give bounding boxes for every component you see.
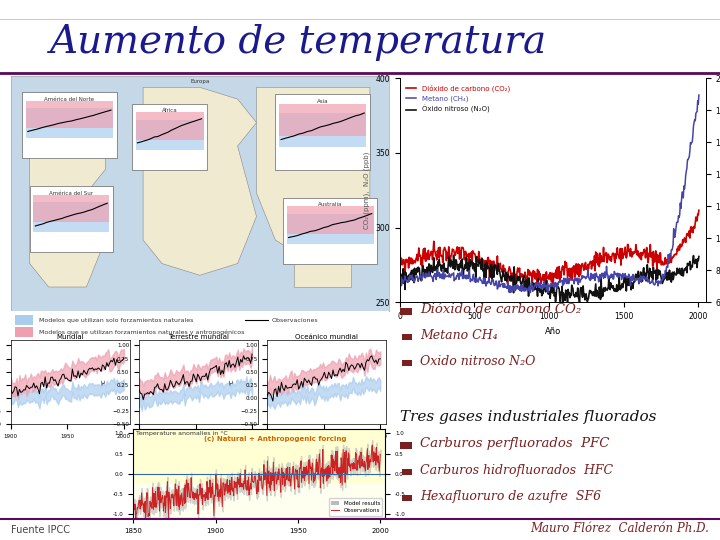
Text: Carburos hidrofluorados  HFC: Carburos hidrofluorados HFC [420,464,613,477]
Bar [34,194,109,222]
Bar [133,429,385,482]
Bar [14,327,34,337]
Dióxido de carbono (CO₂) [688,225,697,231]
Text: América del Sur: América del Sur [49,191,94,195]
Bar [287,206,374,234]
Metano (CH₄) [574,281,582,288]
Text: Oxido nitroso N₂O: Oxido nitroso N₂O [420,355,536,368]
Óxido nitroso (N₂O) [575,295,583,302]
Metano (CH₄) [642,276,650,283]
Polygon shape [143,87,256,275]
Polygon shape [30,99,105,287]
Óxido nitroso (N₂O) [688,256,697,263]
Text: Tres gases industriales fluorados: Tres gases industriales fluorados [400,410,656,424]
Dióxido de carbono (CO₂) [695,207,703,213]
Dióxido de carbono (CO₂) [642,254,650,261]
Bar [132,104,207,170]
Dióxido de carbono (CO₂) [558,264,567,271]
Metano (CH₄) [688,139,697,145]
Bar [26,109,113,138]
Text: Australia: Australia [318,202,343,207]
Óxido nitroso (N₂O) [695,253,703,260]
Text: Carburos perfluorados  PFC: Carburos perfluorados PFC [420,437,610,450]
Bar [283,198,377,264]
Dióxido de carbono (CO₂) [537,275,546,282]
X-axis label: Año: Año [544,327,561,336]
Óxido nitroso (N₂O) [538,288,546,295]
Bar [26,100,113,128]
Óxido nitroso (N₂O) [558,283,567,289]
Dióxido de carbono (CO₂) [541,282,549,289]
Polygon shape [294,252,351,287]
Metano (CH₄) [526,289,535,296]
Metano (CH₄) [540,279,549,285]
Title: Oceánico mundial: Oceánico mundial [295,334,358,340]
Bar [287,214,374,244]
Metano (CH₄) [558,277,567,284]
Text: Asia: Asia [317,99,328,104]
Óxido nitroso (N₂O) [449,252,458,259]
Metano (CH₄) [395,279,404,286]
Text: América del Norte: América del Norte [45,97,94,102]
Text: Metano CH₄: Metano CH₄ [420,329,498,342]
Text: Modelos que utilizan solo forzamientos naturales: Modelos que utilizan solo forzamientos n… [39,318,194,322]
Text: Fuente IPCC: Fuente IPCC [11,525,70,535]
Text: Dióxido de carbono CO₂: Dióxido de carbono CO₂ [420,303,582,316]
Text: Modelos que se utilizan forzamientos naturales y antropogénicos: Modelos que se utilizan forzamientos nat… [39,329,245,335]
Legend: Model results, Observations: Model results, Observations [329,498,382,516]
Title: Terrestre mundial: Terrestre mundial [168,334,229,340]
Y-axis label: CO₂ (ppm),  N₂O (ppb): CO₂ (ppm), N₂O (ppb) [363,152,369,229]
Text: Europa: Europa [190,79,210,84]
Óxido nitroso (N₂O) [540,281,549,287]
Bar [276,94,370,170]
Dióxido de carbono (CO₂) [574,261,582,267]
Bar [22,92,117,158]
Bar [34,202,109,232]
Text: Observaciones: Observaciones [271,318,318,322]
Text: África: África [162,109,177,113]
Text: Aumento de temperatura: Aumento de temperatura [50,24,547,62]
Text: Hexafluoruro de azufre  SF6: Hexafluoruro de azufre SF6 [420,490,601,503]
Text: Temperature anomalies in °C: Temperature anomalies in °C [135,431,228,436]
Polygon shape [256,87,370,264]
Text: (c) Natural + Anthropogenic forcing: (c) Natural + Anthropogenic forcing [204,436,346,442]
Y-axis label: °C: °C [102,379,107,386]
Title: Mundial: Mundial [56,334,84,340]
Dióxido de carbono (CO₂) [395,262,404,269]
Óxido nitroso (N₂O) [395,275,404,281]
Line: Óxido nitroso (N₂O): Óxido nitroso (N₂O) [400,255,699,302]
Line: Dióxido de carbono (CO₂): Dióxido de carbono (CO₂) [400,210,699,286]
Metano (CH₄) [695,92,703,98]
Óxido nitroso (N₂O) [642,278,650,284]
Legend: Dióxido de carbono (CO₂), Metano (CH₄), Óxido nitroso (N₂O): Dióxido de carbono (CO₂), Metano (CH₄), … [403,82,513,116]
Bar [279,104,366,136]
Óxido nitroso (N₂O) [559,299,567,306]
Bar [135,112,204,140]
Text: Mauro Flórez  Calderón Ph.D.: Mauro Flórez Calderón Ph.D. [531,522,709,535]
Bar [279,113,366,147]
Bar [14,315,34,325]
Metano (CH₄) [538,285,546,291]
Bar [30,186,113,252]
Y-axis label: °C: °C [230,379,235,386]
Line: Metano (CH₄): Metano (CH₄) [400,95,699,293]
Bar [135,120,204,150]
Dióxido de carbono (CO₂) [539,277,548,284]
